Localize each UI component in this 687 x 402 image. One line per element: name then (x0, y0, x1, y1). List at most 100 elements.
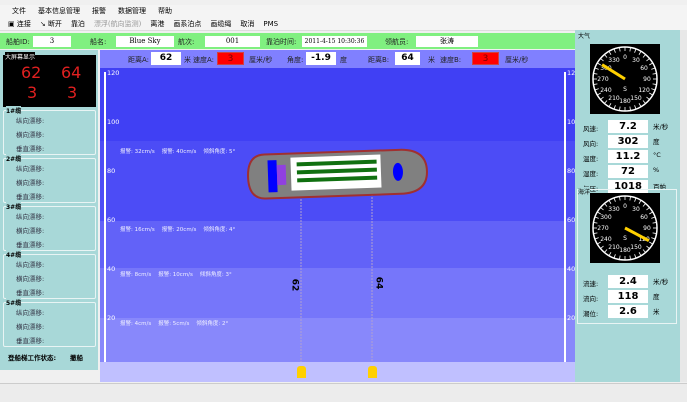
dist-a-value: 62 (151, 52, 181, 65)
ship-hull (247, 148, 428, 200)
connect-button[interactable]: ▣ 连接 (8, 19, 31, 28)
gauge-tick-label: 240 (600, 236, 612, 243)
status-bar (0, 383, 687, 402)
big-speed-a: 3 (27, 83, 38, 102)
gauge-center-label: S (623, 235, 627, 242)
gauge-tick-label: 0 (623, 203, 627, 210)
ocean-row-label: 流向: (583, 295, 599, 303)
big-screen-title: 大屏幕显示 (5, 52, 36, 61)
band-1 (100, 68, 575, 141)
scrollbar[interactable] (680, 30, 687, 382)
big-dist-a: 62 (21, 63, 42, 82)
drift-label: 纵向漂移: (16, 213, 45, 221)
cable-group-title: 5#缆 (6, 298, 22, 307)
right-scale (564, 72, 566, 363)
drift-label: 垂直漂移: (16, 337, 45, 345)
atmosphere-row-unit: °C (653, 151, 661, 159)
ocean-row-value: 118 (608, 290, 648, 303)
scale-tick-right: 80 (567, 167, 576, 175)
menu-help[interactable]: 帮助 (158, 7, 172, 15)
scale-tick-right: 100 (567, 118, 580, 126)
disconnect-button[interactable]: ↘ 断开 (39, 19, 62, 28)
scale-tick-left: 60 (107, 216, 116, 224)
big-screen-display: 大屏幕显示 62 64 3 3 (3, 52, 96, 107)
berth-button[interactable]: 靠泊 (70, 19, 85, 28)
drift-label: 横向漂移: (16, 227, 45, 235)
scale-tick-left: 120 (107, 69, 120, 77)
berth-time-label: 靠泊时间: (266, 38, 297, 46)
toolbar: ▣ 连接 ↘ 断开 靠泊 漂浮(航向监测) 离港 画系泊点 画缆绳 取消 PMS (0, 17, 687, 31)
gauge-tick-label: 330 (608, 57, 620, 64)
berth-time-field[interactable]: 2011-4-15 10:30:36 (302, 36, 367, 47)
atmosphere-row-value: 11.2 (608, 150, 648, 163)
menu-bar: 文件 基本信息管理 报警 数据管理 帮助 (0, 5, 687, 17)
scale-tick-right: 60 (567, 216, 576, 224)
drift-label: 纵向漂移: (16, 117, 45, 125)
pms-button[interactable]: PMS (263, 19, 279, 28)
cable-group-3: 3#缆 纵向漂移: 横向漂移: 垂直漂移: (3, 202, 96, 251)
ocean-row-label: 潮位: (583, 310, 599, 318)
dist-a-label: 距离A: (128, 56, 150, 64)
menu-alarm[interactable]: 报警 (92, 7, 106, 15)
float-button[interactable]: 漂浮(航向监测) (93, 19, 142, 28)
ship-bow-marker (392, 162, 403, 181)
depart-button[interactable]: 离港 (150, 19, 165, 28)
cable-group-4: 4#缆 纵向漂移: 横向漂移: 垂直漂移: (3, 250, 96, 299)
angle-label: 角度: (287, 56, 304, 64)
drift-label: 垂直漂移: (16, 241, 45, 249)
ocean-row-value: 2.4 (608, 275, 648, 288)
voyage-field[interactable]: 001 (205, 36, 260, 47)
ocean-title: 海洋 (578, 187, 591, 196)
atmosphere-row-value: 72 (608, 165, 648, 178)
ship-name-field[interactable]: Blue Sky (116, 36, 174, 47)
speed-a-value: 3 (217, 52, 244, 65)
atmosphere-row-label: 风向: (583, 140, 599, 148)
gauge-needle (624, 226, 650, 243)
connect-label: 连接 (16, 19, 31, 28)
gangway-value: 撤船 (70, 354, 83, 362)
scale-tick-right: 120 (567, 69, 580, 77)
drift-label: 垂直漂移: (16, 193, 45, 201)
speed-b-unit: 厘米/秒 (505, 56, 529, 64)
gauge-tick-label: 180 (619, 98, 631, 105)
dist-b-value: 64 (395, 52, 420, 65)
scale-tick-left: 100 (107, 118, 120, 126)
wind-gauge: 0306090120150180210240270300330S (590, 44, 660, 114)
draw-cable-button[interactable]: 画缆绳 (210, 19, 232, 28)
bollard-b-icon (368, 366, 377, 378)
cable-group-2: 2#缆 纵向漂移: 横向漂移: 垂直漂移: (3, 154, 96, 203)
ship-id-field[interactable]: 3 (33, 36, 71, 47)
ocean-row-value: 2.6 (608, 305, 648, 318)
menu-data[interactable]: 数据管理 (118, 7, 146, 15)
scale-tick-left: 80 (107, 167, 116, 175)
draw-mooring-button[interactable]: 画系泊点 (173, 19, 202, 28)
menu-file[interactable]: 文件 (12, 7, 26, 15)
atmosphere-row-unit: 百帕 (653, 183, 666, 191)
cancel-button[interactable]: 取消 (240, 19, 255, 28)
cable-group-title: 2#缆 (6, 154, 22, 163)
scale-tick-right: 20 (567, 314, 576, 322)
current-gauge: 0306090120150180210240270300330S (590, 193, 660, 263)
menu-basic-info[interactable]: 基本信息管理 (38, 7, 80, 15)
big-dist-b: 64 (61, 63, 82, 82)
drift-label: 纵向漂移: (16, 309, 45, 317)
disconnect-label: 断开 (47, 19, 62, 28)
gauge-tick-label: 240 (600, 87, 612, 94)
band-3: 报警: 16cm/s 报警: 20cm/s 倾斜角度: 4° (100, 221, 575, 268)
gauge-tick-label: 0 (623, 54, 627, 61)
gauge-tick-label: 180 (619, 247, 631, 254)
bollard-a-icon (297, 366, 306, 378)
dist-b-unit: 米 (428, 56, 435, 64)
pilot-field[interactable]: 张涛 (416, 36, 478, 47)
drift-label: 横向漂移: (16, 323, 45, 331)
ship-info-bar: 船舶ID: 3 船名: Blue Sky 航次: 001 靠泊时间: 2011-… (0, 33, 575, 49)
cable-b-label: 64 (373, 276, 384, 290)
atmosphere-title: 大气 (578, 33, 591, 40)
ocean-row-unit: 米/秒 (653, 278, 669, 286)
mooring-view: 报警: 32cm/s 报警: 40cm/s 倾斜角度: 5° 报警: 16cm/… (100, 68, 579, 368)
gauge-tick-label: 300 (600, 214, 612, 221)
gauge-tick-label: 120 (638, 87, 650, 94)
angle-value: -1.9 (306, 52, 336, 65)
voyage-label: 航次: (178, 38, 195, 46)
gauge-tick-label: 60 (640, 65, 648, 72)
